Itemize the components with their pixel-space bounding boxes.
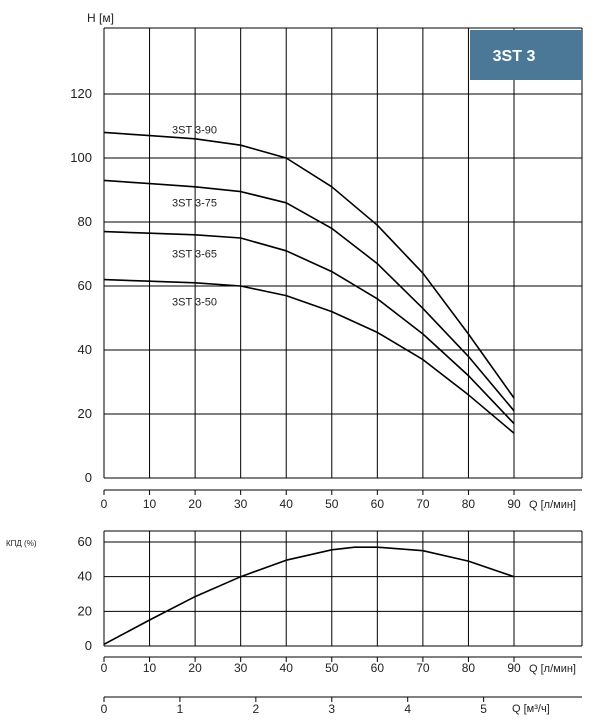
efficiency-x-axis-label: Q [л/мин]	[529, 663, 576, 675]
main-y-tick-label: 120	[70, 86, 92, 101]
main-x-tick-label: 60	[371, 497, 385, 511]
main-grid	[103, 27, 583, 495]
efficiency-x-tick-label: 90	[507, 661, 521, 675]
main-x-tick-label: 30	[234, 497, 248, 511]
efficiency-y-tick-label: 40	[78, 569, 92, 584]
series-line-1	[103, 131, 515, 399]
series-line-3	[103, 230, 515, 425]
main-x-tick-label: 80	[462, 497, 476, 511]
efficiency-x-tick-label: 10	[143, 661, 157, 675]
main-x-tick-label: 0	[101, 497, 108, 511]
efficiency-x-tick-label: 80	[462, 661, 476, 675]
main-y-tick-label: 100	[70, 150, 92, 165]
series-label-4: 3ST 3-50	[172, 297, 217, 309]
efficiency-x2-tick-label: 2	[253, 702, 260, 716]
main-y-tick-label: 20	[78, 406, 92, 421]
efficiency-x2-tick-label: 0	[101, 702, 108, 716]
main-y-tick-label: 80	[78, 214, 92, 229]
efficiency-x-tick-label: 20	[188, 661, 202, 675]
main-y-tick-label: 60	[78, 278, 92, 293]
main-y-axis-label: H [м]	[87, 11, 114, 25]
series-badge-box	[470, 30, 582, 80]
efficiency-x2-tick-label: 1	[177, 702, 184, 716]
main-y-tick-label: 40	[78, 342, 92, 357]
efficiency-x-tick-label: 40	[280, 661, 294, 675]
efficiency-x2-tick-label: 4	[404, 702, 411, 716]
series-label-3: 3ST 3-65	[172, 249, 217, 261]
main-x-tick-label: 40	[280, 497, 294, 511]
series-line-2	[103, 179, 515, 412]
series-label-1: 3ST 3-90	[172, 124, 217, 136]
efficiency-y-axis-label: КПД (%)	[6, 539, 37, 548]
main-x-tick-label: 50	[325, 497, 339, 511]
efficiency-curve	[103, 546, 515, 646]
series-line-4	[103, 278, 515, 434]
main-x-tick-label: 20	[188, 497, 202, 511]
efficiency-x2-tick-label: 5	[480, 702, 487, 716]
main-series-lines	[103, 131, 515, 434]
efficiency-x-tick-label: 60	[371, 661, 385, 675]
efficiency-x-tick-label: 0	[101, 661, 108, 675]
efficiency-x2-axis-label: Q [м³/ч]	[512, 703, 550, 715]
efficiency-y-tick-label: 0	[85, 638, 92, 653]
efficiency-x-tick-label: 70	[416, 661, 430, 675]
main-x-axis-label: Q [л/мин]	[529, 499, 576, 511]
series-label-2: 3ST 3-75	[172, 197, 217, 209]
main-y-tick-label: 0	[85, 470, 92, 485]
efficiency-x2-tick-label: 3	[328, 702, 335, 716]
main-x-tick-label: 10	[143, 497, 157, 511]
efficiency-series-line	[103, 546, 515, 646]
main-series-labels: 3ST 3-90 3ST 3-75 3ST 3-65 3ST 3-50	[172, 124, 217, 308]
efficiency-x-tick-label: 30	[234, 661, 248, 675]
efficiency-grid	[103, 530, 583, 702]
series-badge-text: 3ST 3	[493, 48, 536, 65]
efficiency-y-tick-label: 20	[78, 603, 92, 618]
main-chart: 0 10 20 30 40 50 60 70 80 90 0 20 40 60 80 100 120 3ST 3…	[70, 11, 583, 511]
efficiency-x-tick-label: 50	[325, 661, 339, 675]
main-x-tick-label: 90	[507, 497, 521, 511]
series-badge: 3ST 3	[470, 30, 582, 80]
main-tick-labels: 0 10 20 30 40 50 60 70 80 90 0 20 40 60 80 100 120	[70, 86, 521, 511]
main-x-tick-label: 70	[416, 497, 430, 511]
efficiency-y-tick-label: 60	[78, 534, 92, 549]
